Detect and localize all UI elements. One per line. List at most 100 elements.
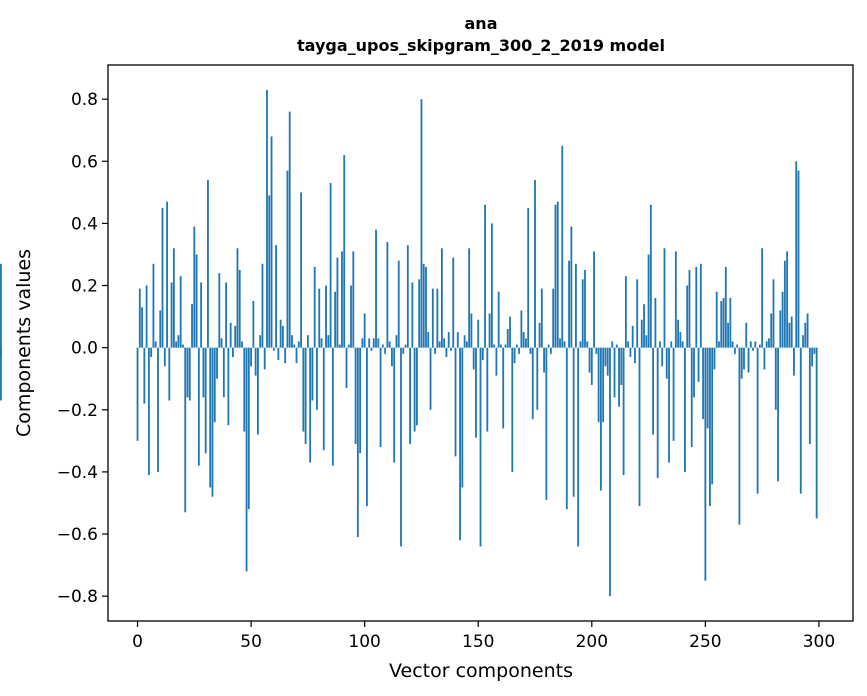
bar-125	[420, 99, 423, 348]
bar-7	[152, 263, 155, 348]
x-tick-label: 300	[803, 632, 835, 652]
bar-136	[445, 347, 448, 357]
bar-192	[572, 347, 575, 497]
bar-258	[722, 297, 725, 348]
y-tick-label: −0.6	[57, 525, 98, 545]
bar-190	[568, 260, 570, 348]
bar-261	[729, 297, 732, 348]
bar-284	[781, 291, 784, 348]
bar-140	[454, 347, 457, 457]
bar-19	[179, 276, 182, 348]
bar-186	[559, 338, 561, 348]
bar-128	[427, 332, 430, 348]
x-tick-label: 250	[689, 632, 721, 652]
bar-254	[713, 347, 716, 370]
y-tick-label: 0.8	[71, 90, 98, 110]
bar-100	[363, 313, 366, 348]
bar-118	[404, 344, 407, 348]
bar-245	[693, 347, 695, 398]
bar-37	[220, 338, 223, 348]
bar-214	[622, 347, 625, 476]
bar-207	[606, 347, 609, 376]
bar-9	[157, 347, 159, 472]
bar-56	[263, 347, 266, 370]
bar-290	[795, 161, 798, 348]
bar-47	[243, 347, 246, 432]
bar-216	[627, 341, 630, 348]
bar-159	[497, 291, 500, 348]
bar-23	[188, 347, 191, 401]
bar-93	[347, 344, 350, 348]
bar-257	[720, 301, 723, 348]
bar-15	[170, 282, 173, 348]
bar-152	[481, 347, 484, 361]
bar-174	[531, 347, 534, 420]
bar-259	[724, 266, 727, 348]
bar-26	[195, 254, 198, 348]
bar-92	[345, 347, 348, 389]
bar-239	[679, 332, 682, 348]
bar-58	[268, 195, 271, 348]
bar-247	[697, 347, 700, 382]
bar-12	[163, 347, 166, 367]
bar-264	[736, 344, 739, 348]
bar-24	[191, 304, 193, 348]
bar-244	[690, 347, 693, 448]
bar-11	[161, 207, 164, 348]
bar-124	[418, 279, 421, 348]
bar-62	[277, 347, 280, 361]
bar-224	[645, 335, 648, 348]
bar-265	[738, 347, 741, 525]
bar-73	[302, 347, 305, 432]
bar-294	[804, 322, 807, 348]
bar-81	[320, 338, 323, 348]
bar-28	[200, 282, 203, 348]
bar-204	[599, 347, 602, 491]
bar-55	[261, 263, 264, 348]
bar-277	[765, 341, 768, 348]
bar-280	[772, 279, 775, 348]
bar-155	[488, 313, 491, 348]
x-axis-label: Vector components	[389, 660, 573, 682]
bar-233	[665, 347, 668, 379]
bar-209	[611, 341, 614, 348]
bar-183	[552, 288, 555, 348]
bar-189	[565, 347, 568, 510]
bar-44	[236, 248, 239, 348]
bar-53	[257, 347, 259, 435]
bar-108	[381, 344, 384, 348]
x-tick-label: 100	[348, 632, 380, 652]
bar-60	[272, 347, 275, 351]
bar-97	[356, 347, 359, 538]
bar-219	[634, 347, 636, 364]
bar-213	[620, 347, 623, 385]
bar-50	[250, 347, 253, 367]
bar-38	[222, 347, 225, 398]
bar-17	[175, 341, 178, 348]
y-tick-label: −0.4	[57, 463, 98, 483]
bar-45	[238, 270, 241, 348]
bar-10	[159, 310, 162, 348]
bar-181	[547, 344, 550, 348]
bar-200	[590, 347, 593, 385]
bar-218	[631, 325, 634, 348]
bar-194	[577, 347, 580, 547]
y-tick-label: 0.6	[71, 152, 98, 172]
bar-256	[718, 341, 720, 348]
bar-215	[624, 276, 627, 348]
bar-184	[554, 204, 557, 348]
bar-103	[370, 347, 373, 351]
bar-48	[245, 347, 248, 572]
bar-235	[670, 341, 673, 348]
bar-42	[232, 347, 234, 357]
bar-96	[354, 347, 357, 444]
x-tick-label: 200	[576, 632, 608, 652]
bar-98	[359, 347, 362, 454]
plot-frame	[107, 64, 854, 622]
bar-122	[413, 347, 416, 432]
bar-286	[786, 251, 789, 348]
bar-139	[452, 257, 455, 348]
bar-285	[783, 260, 786, 348]
bar-106	[377, 338, 380, 348]
bar-31	[207, 179, 209, 348]
